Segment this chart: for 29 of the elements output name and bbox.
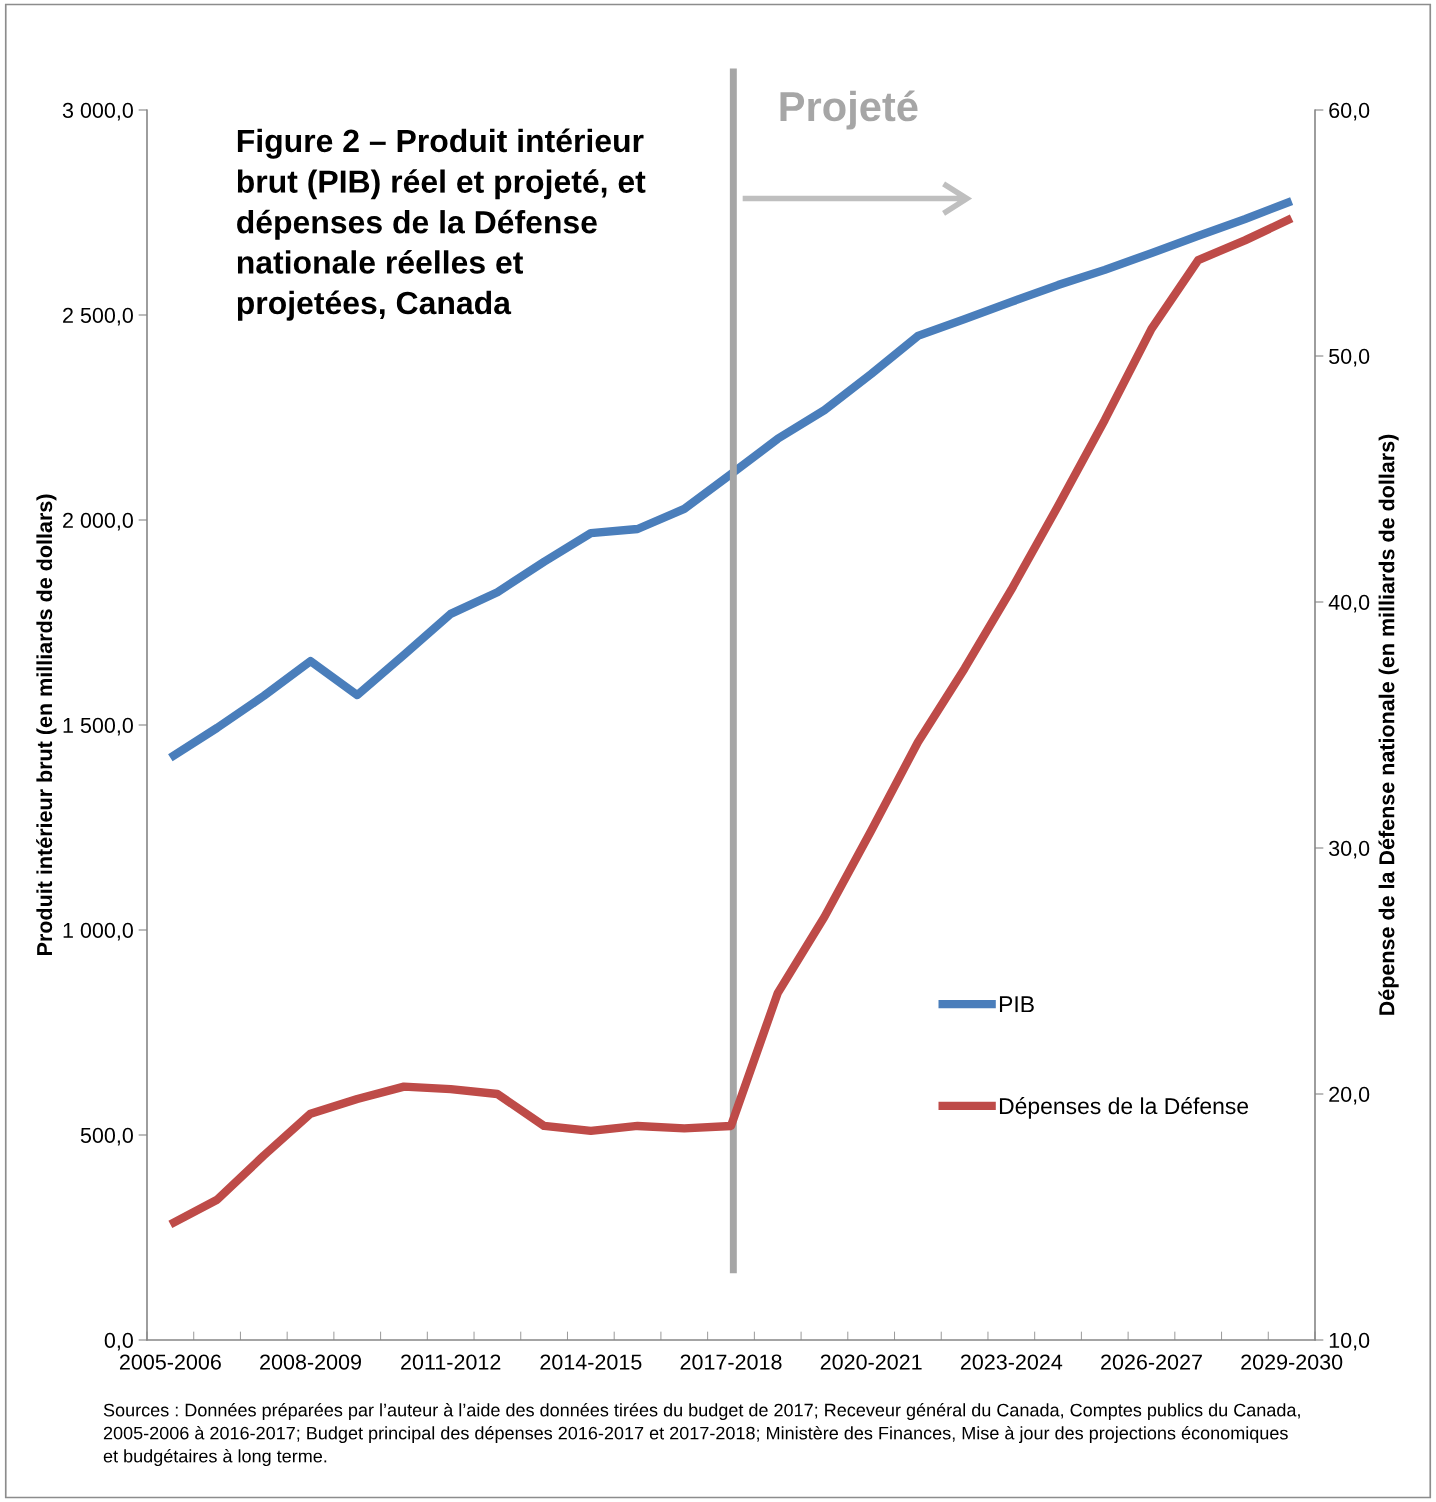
x-tick-label: 2020-2021 (820, 1354, 922, 1370)
x-tick-label: 2023-2024 (960, 1354, 1063, 1370)
legend-label: PIB (999, 996, 1034, 1013)
y-tick-label: 2 500,0 (63, 307, 133, 326)
y2-axis-title: Dépense de la Défense nationale (en milliards de dollars) (1378, 434, 1399, 1015)
y-tick-label: 500,0 (80, 1127, 133, 1146)
text: Figure 2 – Produit intérieur brut (PIB) réel et projeté, et dépenses de la Défense nationale réelles et projetées, Canada (237, 128, 646, 321)
x-tick-label: 2026-2027 (1101, 1354, 1202, 1370)
x-tick-label: 2017-2018 (680, 1354, 782, 1370)
x-tick-label: 2008-2009 (260, 1354, 361, 1370)
y2-tick-label: 20,0 (1329, 1086, 1370, 1105)
ref-line-label: Projeté (780, 90, 918, 130)
legend-label: Dépenses de la Défense (999, 1097, 1249, 1119)
x-tick-label: 2011-2012 (401, 1354, 501, 1370)
x-tick-label: 2029-2030 (1241, 1354, 1343, 1370)
y2-tick-label: 30,0 (1329, 840, 1370, 859)
y2-tick-label: 40,0 (1328, 594, 1370, 613)
x-tick-label: 2005-2006 (119, 1354, 221, 1370)
y2-tick-label: 50,0 (1329, 348, 1370, 367)
y2-tick-label: 60,0 (1329, 102, 1370, 121)
source-note: Sources : Données préparées par l’auteur à l’aide des données tirées du budget de 2017; Receveur général du Canada, Comptes publics du Canada, 2005-2006 à 2016-2017; Budget principal des dépenses 2016-2017 et 2017-2018; Ministère des Finances, Mise à jour des projections économiques et budgétaires à long terme. (103, 1403, 1300, 1467)
y-axis-title: Produit intérieur brut (en milliards de dollars) (36, 494, 57, 955)
y-tick-label: 1 500,0 (63, 717, 133, 736)
y-tick-label: 3 000,0 (62, 102, 133, 121)
y2-tick-label: 10,0 (1329, 1332, 1370, 1351)
y-tick-label: 1 000,0 (63, 922, 133, 941)
x-tick-label: 2014-2015 (540, 1354, 642, 1370)
y-tick-label: 0,0 (104, 1332, 133, 1351)
y-tick-label: 2 000,0 (63, 512, 133, 531)
